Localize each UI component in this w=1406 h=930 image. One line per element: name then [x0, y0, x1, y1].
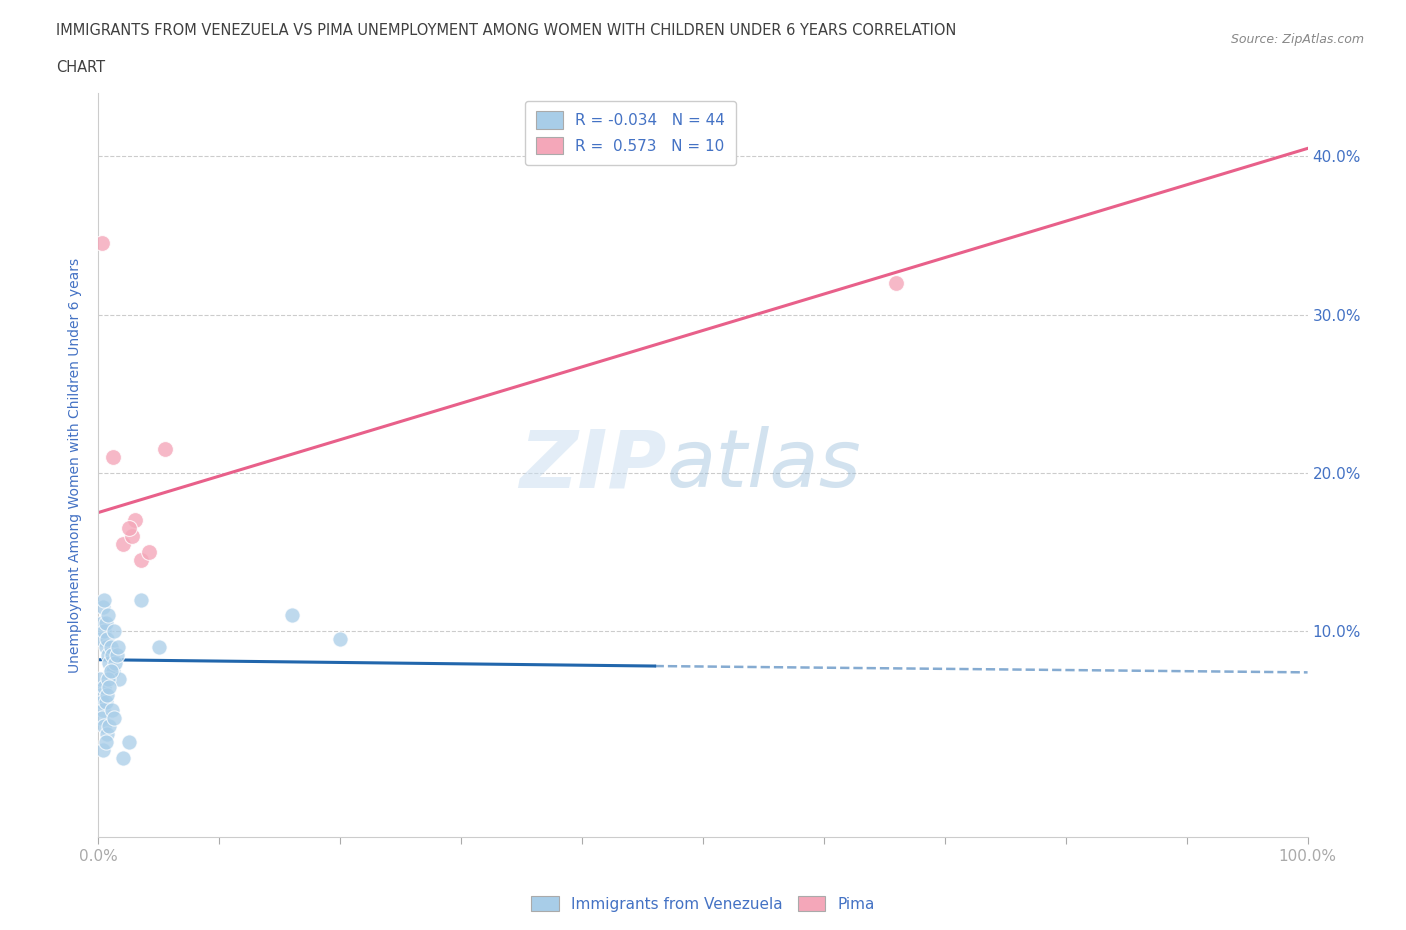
Point	[108, 671, 131, 686]
Text: Source: ZipAtlas.com: Source: ZipAtlas.com	[1230, 33, 1364, 46]
Point	[97, 671, 120, 686]
Text: ZIP: ZIP	[519, 426, 666, 504]
Point	[93, 624, 115, 639]
Text: atlas: atlas	[666, 426, 862, 504]
Point	[101, 663, 124, 678]
Point	[281, 608, 304, 623]
Point	[91, 742, 114, 757]
Point	[96, 687, 118, 702]
Point	[94, 735, 117, 750]
Point	[94, 695, 117, 710]
Point	[93, 679, 115, 694]
Point	[118, 521, 141, 536]
Point	[104, 656, 127, 671]
Point	[94, 640, 117, 655]
Legend: Immigrants from Venezuela, Pima: Immigrants from Venezuela, Pima	[524, 889, 882, 918]
Point	[138, 545, 160, 560]
Text: IMMIGRANTS FROM VENEZUELA VS PIMA UNEMPLOYMENT AMONG WOMEN WITH CHILDREN UNDER 6: IMMIGRANTS FROM VENEZUELA VS PIMA UNEMPL…	[56, 23, 956, 38]
Point	[129, 592, 152, 607]
Y-axis label: Unemployment Among Women with Children Under 6 years: Unemployment Among Women with Children U…	[69, 258, 83, 672]
Point	[89, 671, 111, 686]
Point	[101, 449, 124, 464]
Point	[91, 703, 114, 718]
Point	[98, 719, 121, 734]
Point	[97, 608, 120, 623]
Point	[329, 631, 352, 646]
Point	[129, 552, 152, 567]
Point	[111, 537, 134, 551]
Point	[886, 275, 908, 290]
Point	[103, 711, 125, 725]
Point	[148, 640, 170, 655]
Point	[107, 640, 129, 655]
Point	[100, 663, 122, 678]
Point	[91, 616, 114, 631]
Point	[100, 640, 122, 655]
Point	[94, 616, 117, 631]
Point	[100, 647, 122, 662]
Point	[100, 663, 122, 678]
Point	[91, 695, 114, 710]
Point	[90, 631, 112, 646]
Point	[98, 679, 121, 694]
Point	[90, 687, 112, 702]
Point	[97, 647, 120, 662]
Point	[121, 529, 143, 544]
Point	[105, 647, 128, 662]
Point	[111, 751, 134, 765]
Point	[91, 600, 114, 615]
Point	[100, 703, 122, 718]
Text: CHART: CHART	[56, 60, 105, 75]
Point	[93, 719, 115, 734]
Point	[118, 735, 141, 750]
Point	[103, 624, 125, 639]
Point	[96, 726, 118, 741]
Point	[153, 442, 176, 457]
Point	[93, 592, 115, 607]
Legend: R = -0.034   N = 44, R =  0.573   N = 10: R = -0.034 N = 44, R = 0.573 N = 10	[524, 100, 735, 165]
Point	[91, 236, 114, 251]
Point	[96, 631, 118, 646]
Point	[124, 513, 146, 528]
Point	[91, 711, 114, 725]
Point	[98, 656, 121, 671]
